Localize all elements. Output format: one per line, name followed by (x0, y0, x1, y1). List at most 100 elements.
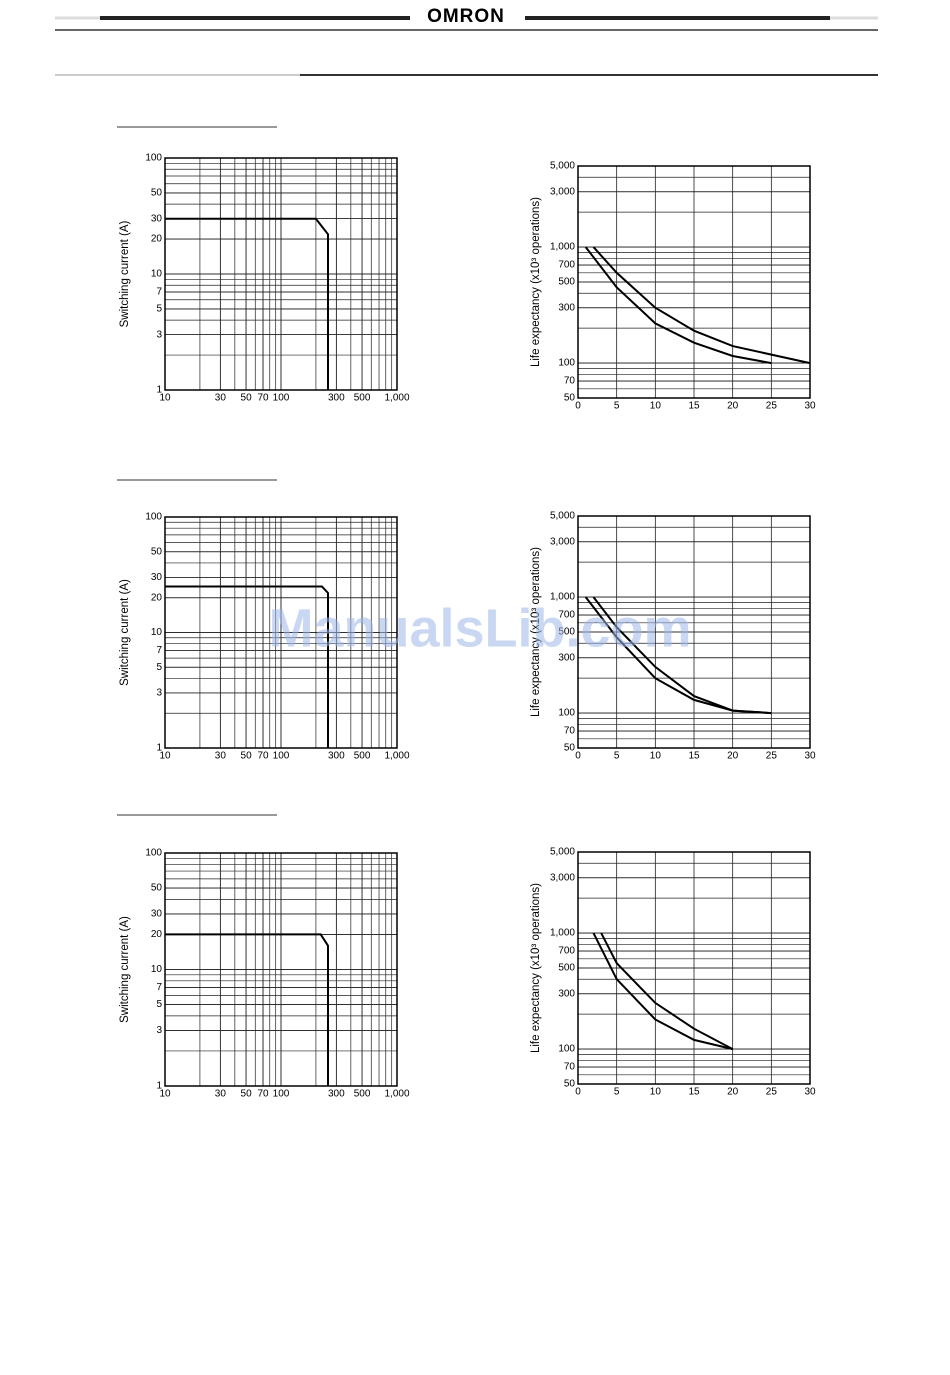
plot-frame (164, 516, 398, 749)
x-tick-label: 500 (354, 751, 371, 762)
y-tick-label: 100 (558, 1044, 575, 1055)
y-tick-label: 5 (156, 304, 162, 315)
curve (165, 585, 329, 748)
x-tick-label: 70 (257, 393, 269, 404)
x-tick-label: 5 (614, 1087, 620, 1098)
x-tick-label: 300 (328, 1089, 345, 1100)
y-tick-label: 50 (564, 1079, 576, 1090)
x-tick-label: 30 (215, 751, 227, 762)
y-tick-label: 50 (151, 883, 163, 894)
x-tick-label: 1,000 (384, 751, 409, 762)
y-tick-label: 3 (156, 1025, 162, 1036)
x-tick-label: 15 (688, 401, 700, 412)
y-tick-label: 100 (558, 358, 575, 369)
y-tick-label: 1,000 (550, 242, 575, 253)
x-tick-label: 20 (727, 401, 739, 412)
y-axis-label: Switching current (A) (119, 916, 131, 1023)
y-tick-label: 10 (151, 964, 163, 975)
x-tick-label: 25 (766, 401, 778, 412)
x-tick-label: 300 (328, 751, 345, 762)
x-tick-label: 500 (354, 393, 371, 404)
y-tick-label: 300 (558, 302, 575, 313)
y-tick-label: 30 (151, 909, 163, 920)
y-tick-label: 3 (156, 688, 162, 699)
x-tick-label: 1,000 (384, 1089, 409, 1100)
x-tick-label: 100 (273, 751, 290, 762)
y-tick-label: 3,000 (550, 536, 575, 547)
y-tick-label: 5 (156, 999, 162, 1010)
y-tick-label: 300 (558, 652, 575, 663)
curve (584, 596, 772, 715)
y-tick-label: 1 (156, 743, 162, 754)
y-tick-label: 300 (558, 988, 575, 999)
y-tick-label: 500 (558, 963, 575, 974)
plot-frame (577, 515, 811, 749)
x-tick-label: 10 (650, 1087, 662, 1098)
x-tick-label: 10 (159, 751, 171, 762)
x-tick-label: 50 (241, 751, 253, 762)
brand: OMRON (427, 6, 505, 27)
y-tick-label: 7 (156, 645, 162, 656)
y-tick-label: 500 (558, 277, 575, 288)
y-tick-label: 5 (156, 662, 162, 673)
x-tick-label: 100 (273, 393, 290, 404)
x-tick-label: 10 (159, 393, 171, 404)
x-tick-label: 30 (804, 1087, 816, 1098)
y-axis-label: Life expectancy (x10³ operations) (530, 197, 542, 367)
curve (592, 246, 811, 365)
y-tick-label: 10 (151, 269, 163, 280)
y-tick-label: 100 (558, 708, 575, 719)
y-axis-label: Life expectancy (x10³ operations) (530, 547, 542, 717)
x-tick-label: 5 (614, 401, 620, 412)
y-tick-label: 10 (151, 627, 163, 638)
y-tick-label: 5,000 (550, 511, 575, 522)
x-tick-label: 0 (575, 401, 581, 412)
x-tick-label: 70 (257, 1089, 269, 1100)
curve (592, 932, 733, 1051)
x-tick-label: 300 (328, 393, 345, 404)
y-tick-label: 5,000 (550, 847, 575, 858)
x-tick-label: 30 (804, 401, 816, 412)
y-tick-label: 3,000 (550, 186, 575, 197)
y-tick-label: 20 (151, 234, 163, 245)
x-tick-label: 30 (804, 751, 816, 762)
y-axis-label: Life expectancy (x10³ operations) (530, 883, 542, 1053)
x-tick-label: 25 (766, 751, 778, 762)
y-tick-label: 500 (558, 627, 575, 638)
y-tick-label: 1,000 (550, 592, 575, 603)
x-tick-label: 5 (614, 751, 620, 762)
x-tick-label: 15 (688, 751, 700, 762)
x-tick-label: 70 (257, 751, 269, 762)
y-tick-label: 700 (558, 260, 575, 271)
y-tick-label: 20 (151, 929, 163, 940)
y-tick-label: 100 (145, 153, 162, 164)
x-tick-label: 1,000 (384, 393, 409, 404)
watermark: ManualsLib.com (268, 598, 691, 658)
x-tick-label: 10 (159, 1089, 171, 1100)
x-tick-label: 15 (688, 1087, 700, 1098)
y-tick-label: 5,000 (550, 161, 575, 172)
curve (584, 246, 772, 365)
curve (165, 217, 329, 390)
y-tick-label: 700 (558, 610, 575, 621)
x-tick-label: 500 (354, 1089, 371, 1100)
y-tick-label: 3,000 (550, 872, 575, 883)
x-tick-label: 20 (727, 751, 739, 762)
y-tick-label: 1 (156, 1081, 162, 1092)
x-tick-label: 50 (241, 393, 253, 404)
y-tick-label: 70 (564, 376, 576, 387)
y-tick-label: 20 (151, 592, 163, 603)
y-tick-label: 70 (564, 1062, 576, 1073)
plot-frame (577, 851, 811, 1085)
x-tick-label: 0 (575, 1087, 581, 1098)
x-tick-label: 30 (215, 1089, 227, 1100)
y-tick-label: 50 (564, 393, 576, 404)
x-tick-label: 50 (241, 1089, 253, 1100)
y-tick-label: 50 (151, 188, 163, 199)
y-tick-label: 1 (156, 385, 162, 396)
y-tick-label: 100 (145, 848, 162, 859)
y-tick-label: 7 (156, 982, 162, 993)
y-tick-label: 30 (151, 572, 163, 583)
x-tick-label: 0 (575, 751, 581, 762)
